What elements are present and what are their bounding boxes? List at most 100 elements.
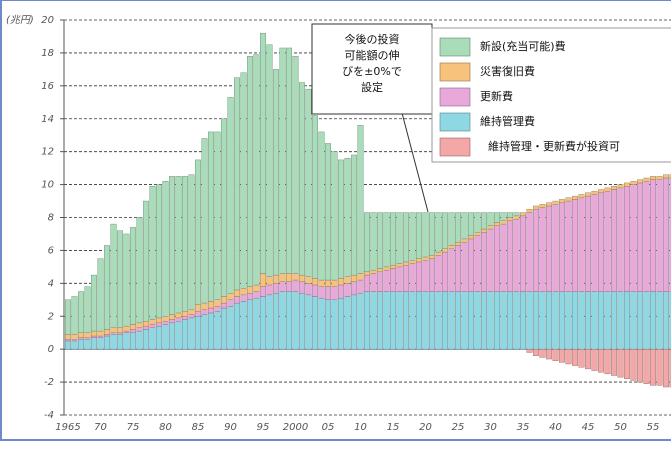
bar-segment xyxy=(351,274,357,282)
bar-segment xyxy=(182,319,188,350)
bar-segment xyxy=(175,312,182,319)
bar-segment xyxy=(279,47,286,274)
bar-segment xyxy=(669,348,671,388)
bar-segment xyxy=(110,327,117,333)
bar-segment xyxy=(357,279,364,294)
y-tick-label: 12 xyxy=(41,147,54,158)
bar-segment xyxy=(65,299,71,335)
bar-segment xyxy=(656,176,663,180)
bar-segment xyxy=(182,316,188,320)
bar-segment xyxy=(507,217,513,221)
bar-segment xyxy=(630,348,637,381)
bar-segment xyxy=(611,348,617,376)
bar-segment xyxy=(643,181,650,292)
bar-segment xyxy=(533,209,539,292)
bar-segment xyxy=(344,283,351,297)
bar-segment xyxy=(370,273,377,292)
bar-segment xyxy=(442,248,448,253)
y-tick-label: -2 xyxy=(44,377,54,388)
bar-segment xyxy=(435,212,442,253)
bar-segment xyxy=(539,204,546,208)
bar-segment xyxy=(500,291,507,350)
y-unit-label: (兆円) xyxy=(6,14,34,26)
bar-segment xyxy=(585,192,591,197)
bar-segment xyxy=(162,320,169,325)
bar-segment xyxy=(403,212,409,263)
bar-segment xyxy=(123,325,130,332)
bar-segment xyxy=(409,260,416,264)
x-tick-label: 85 xyxy=(192,422,205,433)
bar-segment xyxy=(624,186,630,292)
legend-swatch xyxy=(439,87,471,107)
legend-swatch xyxy=(439,112,471,132)
bar-segment xyxy=(149,327,156,350)
bar-segment xyxy=(279,281,286,292)
bar-segment xyxy=(318,131,325,281)
bar-segment xyxy=(351,281,357,296)
bar-segment xyxy=(143,329,149,350)
bar-segment xyxy=(546,205,552,292)
bar-segment xyxy=(175,176,182,314)
bar-segment xyxy=(305,294,312,350)
bar-segment xyxy=(299,82,305,276)
bar-segment xyxy=(182,176,188,312)
bar-segment xyxy=(123,332,130,350)
bar-segment xyxy=(195,316,201,350)
bar-segment xyxy=(234,77,240,291)
bar-segment xyxy=(377,271,383,292)
x-tick-label: 75 xyxy=(127,422,140,433)
bar-segment xyxy=(260,286,266,297)
y-tick-label: 16 xyxy=(41,81,54,92)
bar-segment xyxy=(208,131,214,302)
bar-segment xyxy=(188,174,195,310)
bar-segment xyxy=(325,299,331,350)
x-tick-label: 50 xyxy=(614,422,627,433)
annotation-pointer xyxy=(401,112,429,213)
legend-label: 維持管理・更新費が投資可 xyxy=(488,139,620,153)
bar-segment xyxy=(156,184,162,319)
bar-segment xyxy=(130,324,136,330)
bar-segment xyxy=(416,261,422,292)
bar-segment xyxy=(136,322,143,328)
bar-segment xyxy=(65,339,71,342)
bar-segment xyxy=(221,307,227,350)
annotation-line: 今後の投資 xyxy=(345,32,400,46)
bar-segment xyxy=(273,283,279,294)
bar-segment xyxy=(656,348,663,386)
bar-segment xyxy=(195,311,201,317)
bar-segment xyxy=(169,322,175,350)
bar-segment xyxy=(435,255,442,292)
y-tick-label: 6 xyxy=(48,245,54,256)
bar-segment xyxy=(422,212,429,258)
bar-segment xyxy=(201,314,208,350)
bar-segment xyxy=(663,348,669,388)
bar-segment xyxy=(182,311,188,317)
bar-segment xyxy=(533,348,539,356)
bar-segment xyxy=(299,274,305,282)
bar-segment xyxy=(325,143,331,281)
bar-segment xyxy=(663,291,669,350)
bar-segment xyxy=(370,212,377,271)
bar-segment xyxy=(117,327,123,333)
bar-segment xyxy=(513,291,520,350)
bar-segment xyxy=(364,291,370,350)
bar-segment xyxy=(390,268,396,292)
bar-segment xyxy=(234,302,240,350)
bar-segment xyxy=(208,301,214,309)
bar-segment xyxy=(312,296,318,350)
bar-segment xyxy=(214,299,221,307)
bar-segment xyxy=(578,348,585,368)
bar-segment xyxy=(221,296,227,304)
bar-segment xyxy=(487,225,494,230)
bar-segment xyxy=(409,291,416,350)
bar-segment xyxy=(403,265,409,292)
bar-segment xyxy=(312,278,318,286)
bar-segment xyxy=(156,317,162,324)
annotation-line: 設定 xyxy=(361,80,383,94)
x-tick-label: 70 xyxy=(94,422,107,433)
bar-segment xyxy=(260,273,266,287)
bar-segment xyxy=(435,291,442,350)
bar-segment xyxy=(663,177,669,292)
